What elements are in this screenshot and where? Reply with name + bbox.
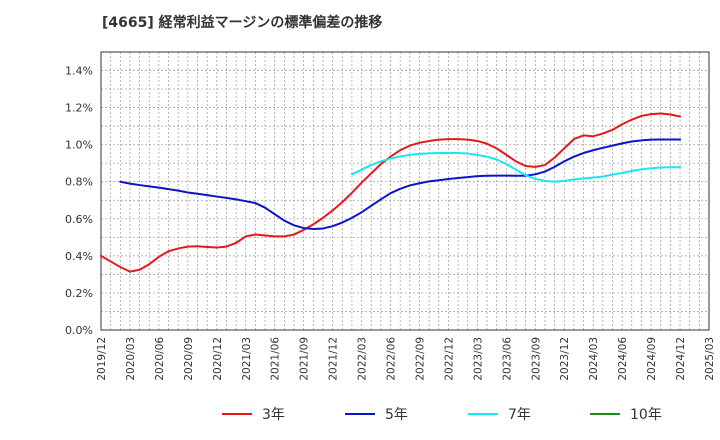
- y-tick-label: 1.4%: [65, 65, 93, 78]
- legend-label-1: 5年: [385, 407, 408, 423]
- x-tick-label: 2021/09: [299, 337, 311, 381]
- y-tick-label: 0.8%: [65, 176, 93, 189]
- legend-label-3: 10年: [630, 407, 662, 423]
- x-tick-label: 2025/03: [704, 337, 716, 381]
- x-tick-label: 2022/09: [414, 337, 426, 381]
- x-tick-label: 2024/03: [588, 337, 600, 381]
- x-tick-label: 2020/12: [212, 337, 224, 381]
- plot-area: [101, 52, 709, 330]
- y-tick-label: 1.0%: [65, 139, 93, 152]
- axes: [100, 51, 710, 331]
- x-tick-label: 2019/12: [96, 337, 108, 381]
- y-tick-label: 0.4%: [65, 250, 93, 263]
- x-tick-label: 2023/09: [530, 337, 542, 381]
- x-tick-label: 2023/12: [559, 337, 571, 381]
- series-line-1: [119, 138, 682, 230]
- tick-labels: 0.0% 0.2% 0.4% 0.6% 0.8% 1.0% 1.2% 1.4% 2019/12 2…: [65, 65, 716, 381]
- x-tick-label: 2021/06: [270, 337, 282, 381]
- y-tick-label: 1.2%: [65, 102, 93, 115]
- series-line-0: [100, 112, 682, 273]
- x-tick-label: 2024/09: [646, 337, 658, 381]
- y-tick-label: 0.2%: [65, 287, 93, 300]
- series-lines: [100, 112, 682, 273]
- x-tick-label: 2020/03: [125, 337, 137, 381]
- x-tick-label: 2020/09: [183, 337, 195, 381]
- x-tick-label: 2020/06: [154, 337, 166, 381]
- y-tick-label: 0.0%: [65, 324, 93, 337]
- x-tick-label: 2024/12: [675, 337, 687, 381]
- x-tick-label: 2021/12: [328, 337, 340, 381]
- legend: 3年 5年 7年 10年: [222, 407, 662, 423]
- x-tick-label: 2023/06: [501, 337, 513, 381]
- x-tick-label: 2022/06: [386, 337, 398, 381]
- chart-title: [4665] 経常利益マージンの標準偏差の推移: [102, 15, 383, 31]
- plot-frame: [100, 51, 710, 331]
- y-tick-label: 0.6%: [65, 213, 93, 226]
- x-tick-label: 2022/03: [357, 337, 369, 381]
- grid: [100, 51, 710, 331]
- x-tick-label: 2024/06: [617, 337, 629, 381]
- series-line-2: [350, 151, 682, 183]
- x-tick-label: 2022/12: [443, 337, 455, 381]
- x-tick-label: 2023/03: [472, 337, 484, 381]
- legend-label-2: 7年: [508, 407, 531, 423]
- x-tick-label: 2021/03: [241, 337, 253, 381]
- legend-label-0: 3年: [262, 407, 285, 423]
